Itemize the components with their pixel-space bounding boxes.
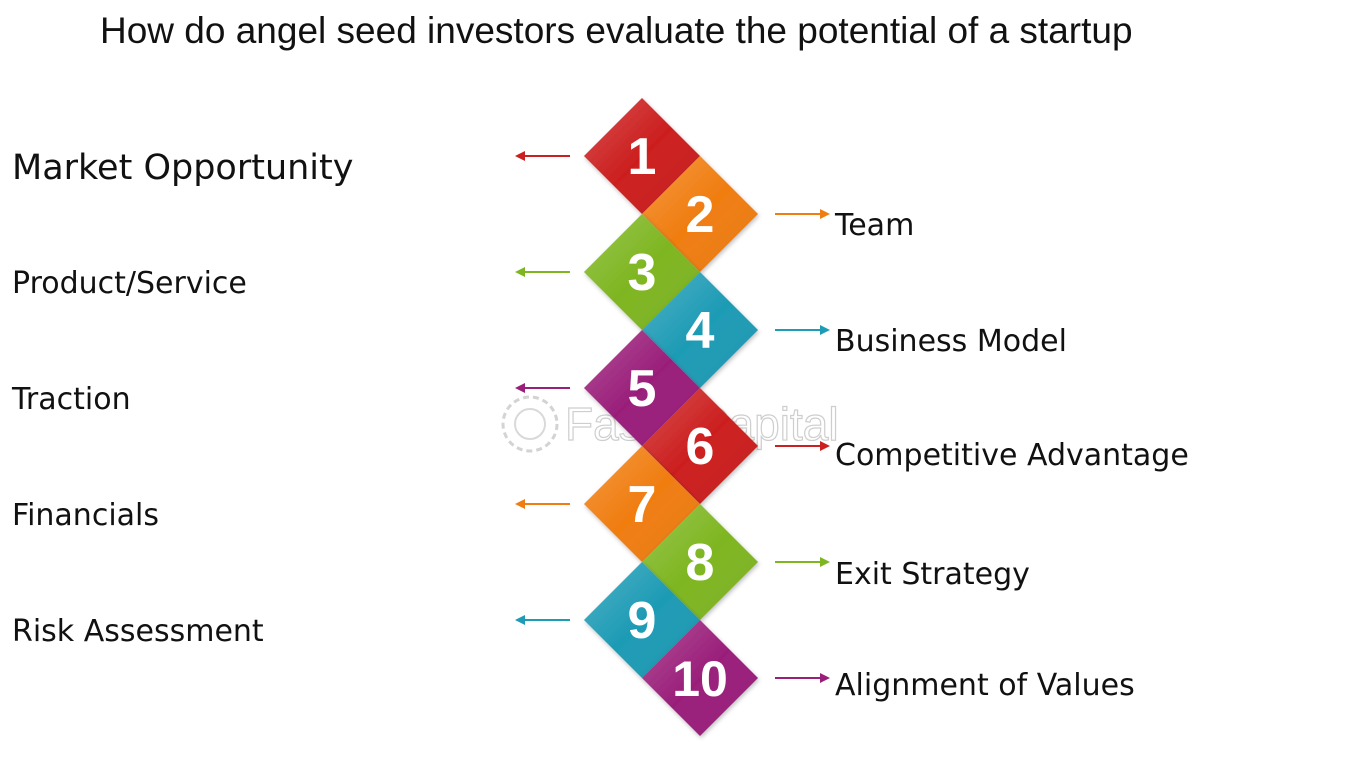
step-label-7: Financials xyxy=(12,498,159,533)
step-label-2: Team xyxy=(835,208,915,243)
step-tile-10: 10 xyxy=(642,620,758,736)
arrow-4 xyxy=(775,325,830,335)
step-number: 4 xyxy=(686,302,715,360)
step-label-3: Product/Service xyxy=(12,266,247,301)
step-number: 3 xyxy=(628,244,657,302)
step-number: 9 xyxy=(628,592,657,650)
step-label-5: Traction xyxy=(12,382,131,417)
step-number: 5 xyxy=(628,360,657,418)
step-number: 6 xyxy=(686,418,715,476)
arrow-2 xyxy=(775,209,830,219)
step-number: 10 xyxy=(672,651,728,707)
diagram-title: How do angel seed investors evaluate the… xyxy=(100,10,1133,51)
step-number: 8 xyxy=(686,534,715,592)
connector-arrows xyxy=(515,151,830,683)
arrow-5 xyxy=(515,383,570,393)
arrow-9 xyxy=(515,615,570,625)
step-label-9: Risk Assessment xyxy=(12,614,264,649)
step-label-8: Exit Strategy xyxy=(835,557,1030,592)
arrow-8 xyxy=(775,557,830,567)
step-number: 1 xyxy=(628,128,657,186)
arrow-3 xyxy=(515,267,570,277)
arrow-1 xyxy=(515,151,570,161)
arrow-7 xyxy=(515,499,570,509)
step-label-10: Alignment of Values xyxy=(835,668,1135,703)
step-number: 2 xyxy=(686,186,715,244)
step-label-1: Market Opportunity xyxy=(12,148,354,188)
step-number: 7 xyxy=(628,476,657,534)
step-label-6: Competitive Advantage xyxy=(835,438,1189,473)
arrow-6 xyxy=(775,441,830,451)
diamond-shine xyxy=(642,620,758,736)
step-label-4: Business Model xyxy=(835,324,1067,359)
arrow-10 xyxy=(775,673,830,683)
